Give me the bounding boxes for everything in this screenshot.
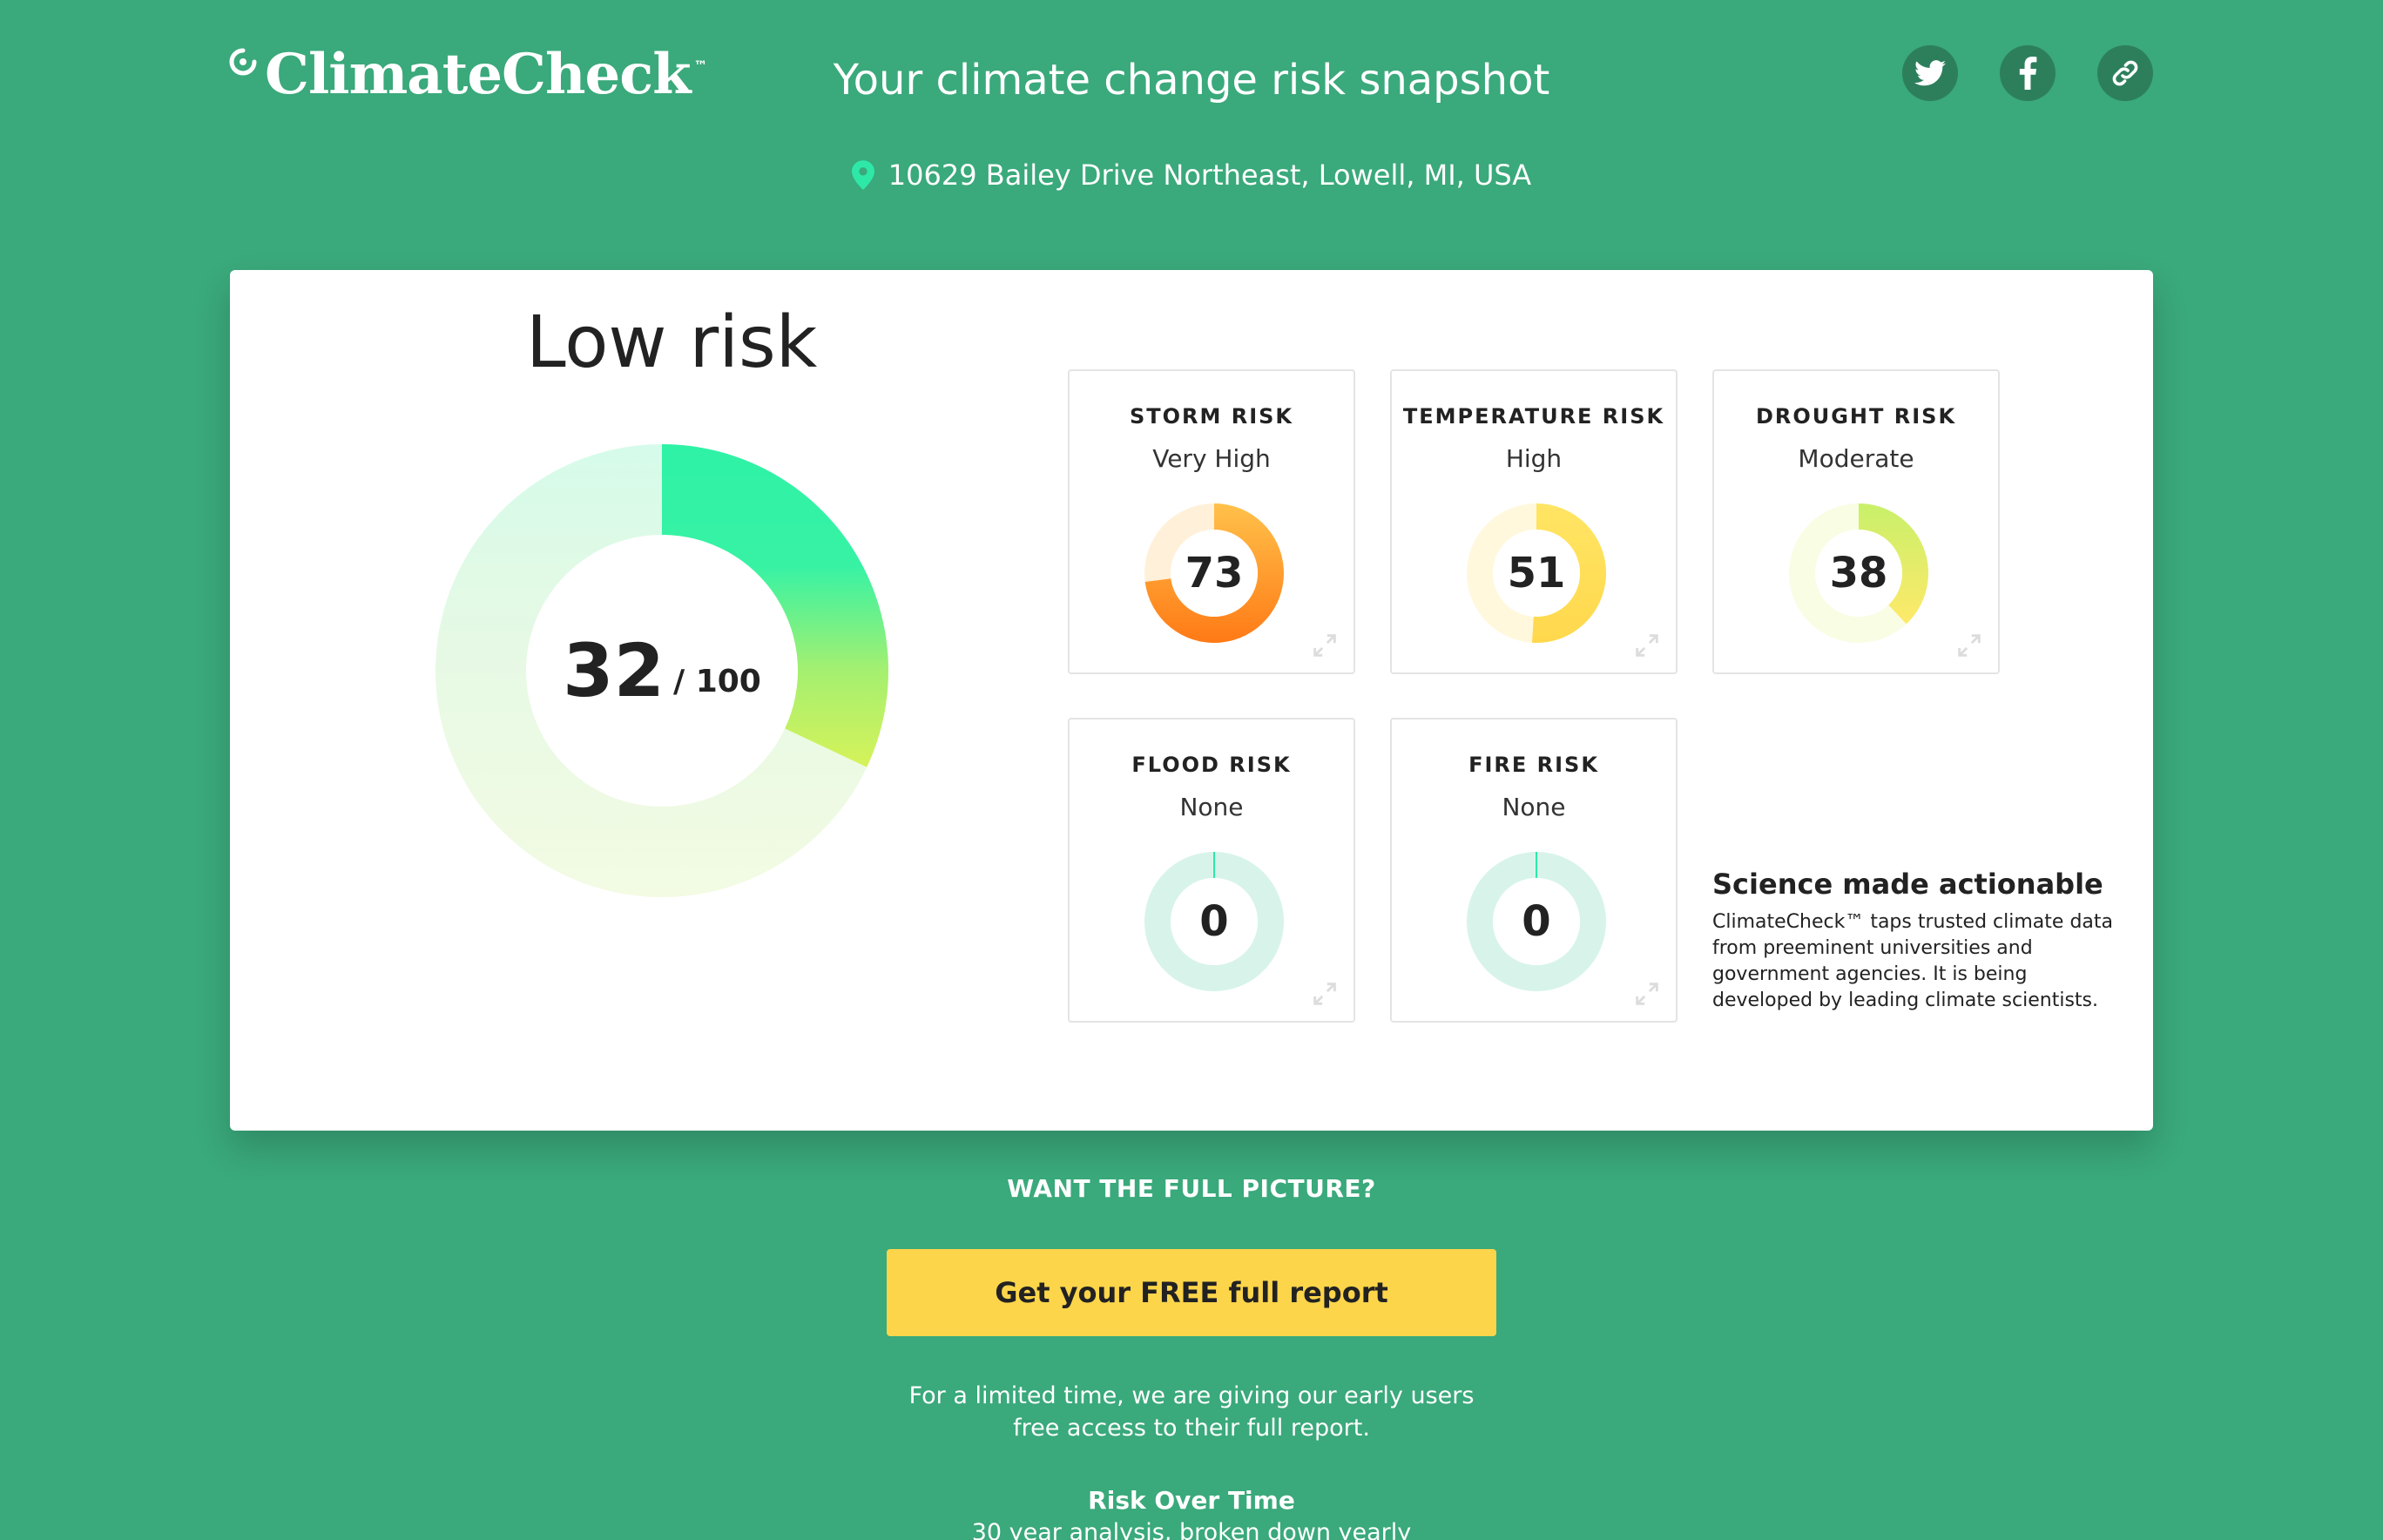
donut-center — [1171, 878, 1258, 965]
twitter-icon — [1914, 60, 1946, 86]
temperature-risk-donut — [1467, 503, 1607, 643]
tile-level: Very High — [1152, 444, 1271, 473]
facebook-icon — [2019, 57, 2037, 90]
donut-score-arc — [1859, 503, 1928, 625]
tile-title: DROUGHT RISK — [1755, 404, 1957, 429]
flood-risk-donut — [1144, 852, 1284, 991]
science-body: ClimateCheck™ taps trusted climate data … — [1712, 911, 2113, 1011]
temperature-risk-tile[interactable]: TEMPERATURE RISK High 51 — [1390, 369, 1678, 674]
share-buttons — [1902, 45, 2153, 101]
tile-title: TEMPERATURE RISK — [1402, 404, 1665, 429]
tile-level: Moderate — [1798, 444, 1914, 473]
expand-icon[interactable] — [1310, 631, 1340, 660]
overall-risk-donut — [435, 444, 888, 897]
risk-over-time-title: Risk Over Time — [1088, 1486, 1295, 1515]
tile-score: 0 — [1199, 897, 1229, 946]
cta-note-line-1: For a limited time, we are giving our ea… — [908, 1382, 1475, 1409]
overall-score-value: 32 — [563, 628, 665, 713]
science-title: Science made actionable — [1712, 868, 2103, 901]
page-tagline: Your climate change risk snapshot — [833, 56, 1550, 105]
risk-over-time-subtitle: 30 year analysis, broken down yearly — [971, 1519, 1412, 1540]
flood-risk-tile[interactable]: FLOOD RISK None 0 — [1068, 718, 1355, 1023]
cta-note: For a limited time, we are giving our ea… — [0, 1380, 2383, 1444]
risk-snapshot-card: Low risk 32 / 100 STORM RISK Very High 7… — [230, 270, 2153, 1131]
donut-track — [1144, 852, 1284, 991]
expand-icon[interactable] — [1632, 979, 1662, 1009]
expand-icon[interactable] — [1954, 631, 1984, 660]
tile-score: 73 — [1185, 549, 1244, 598]
donut-score-arc — [1144, 503, 1284, 643]
copy-link-button[interactable] — [2097, 45, 2153, 101]
get-full-report-button[interactable]: Get your FREE full report — [887, 1249, 1496, 1336]
brand-name: ClimateCheck — [265, 42, 692, 107]
tile-title: STORM RISK — [1129, 404, 1294, 429]
overall-risk-title: Low risk — [526, 301, 818, 384]
facebook-share-button[interactable] — [2000, 45, 2056, 101]
donut-track — [1467, 852, 1606, 991]
tile-level: None — [1502, 793, 1566, 821]
donut-center — [1815, 530, 1902, 617]
tile-level: None — [1179, 793, 1244, 821]
cta-note-line-2: free access to their full report. — [1013, 1415, 1370, 1442]
science-blurb: Science made actionable ClimateCheck™ ta… — [1712, 868, 2113, 1014]
twitter-share-button[interactable] — [1902, 45, 1958, 101]
property-address: 10629 Bailey Drive Northeast, Lowell, MI… — [0, 159, 2383, 192]
donut-center — [1493, 878, 1580, 965]
overall-score: 32 / 100 — [432, 441, 892, 901]
drought-risk-donut — [1789, 503, 1928, 643]
logo-swirl-icon — [229, 48, 257, 76]
overall-donut-score-arc — [662, 444, 888, 767]
overall-score-max: / 100 — [673, 663, 761, 699]
donut-center — [1493, 530, 1580, 617]
overall-donut-track — [435, 444, 867, 897]
drought-risk-tile[interactable]: DROUGHT RISK Moderate 38 — [1712, 369, 2000, 674]
cta-lead: WANT THE FULL PICTURE? — [1007, 1174, 1376, 1203]
link-icon — [2112, 60, 2138, 86]
donut-score-arc — [1531, 503, 1607, 643]
tile-title: FIRE RISK — [1468, 753, 1599, 777]
storm-risk-donut — [1144, 503, 1284, 643]
donut-center — [1171, 530, 1258, 617]
storm-risk-tile[interactable]: STORM RISK Very High 73 — [1068, 369, 1355, 674]
location-pin-icon — [851, 160, 874, 190]
tile-level: High — [1505, 444, 1563, 473]
brand-trademark: ™ — [693, 57, 708, 74]
fire-risk-donut — [1467, 852, 1606, 991]
tile-score: 0 — [1522, 897, 1551, 946]
brand-logo[interactable]: ClimateCheck ™ — [228, 42, 708, 107]
tile-title: FLOOD RISK — [1131, 753, 1292, 777]
address-text: 10629 Bailey Drive Northeast, Lowell, MI… — [888, 159, 1532, 192]
fire-risk-tile[interactable]: FIRE RISK None 0 — [1390, 718, 1678, 1023]
expand-icon[interactable] — [1310, 979, 1340, 1009]
expand-icon[interactable] — [1632, 631, 1662, 660]
tile-score: 51 — [1507, 549, 1566, 598]
tile-score: 38 — [1829, 549, 1888, 598]
